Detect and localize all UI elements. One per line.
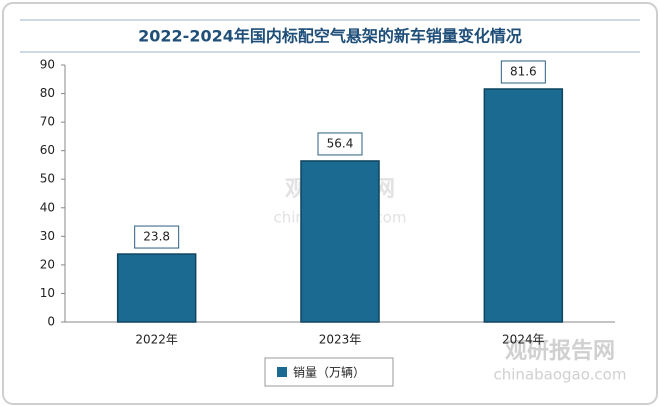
- value-label-box: [500, 60, 546, 84]
- y-tick-label: 50: [40, 172, 55, 186]
- legend-box: [264, 357, 394, 387]
- bar: [116, 253, 197, 323]
- value-label-box: [134, 225, 180, 249]
- bar: [300, 160, 380, 323]
- value-label: 81.6: [510, 64, 537, 78]
- bar: [483, 88, 564, 323]
- legend-label: 销量（万辆）: [293, 366, 365, 380]
- y-tick-label: 60: [40, 143, 55, 157]
- value-label: 23.8: [143, 230, 170, 244]
- x-tick-label: 2023年: [319, 333, 362, 347]
- y-tick-label: 20: [40, 257, 55, 271]
- chart-title: 2022-2024年国内标配空气悬架的新车销量变化情况: [138, 27, 522, 46]
- x-tick-label: 2022年: [135, 333, 178, 347]
- y-tick-label: 10: [40, 286, 55, 300]
- watermark: 观研报告网: [505, 339, 615, 364]
- y-tick-label: 30: [40, 229, 55, 243]
- y-tick-label: 90: [40, 58, 55, 72]
- watermark-url: chinabaogao.com: [494, 366, 627, 384]
- value-label: 56.4: [327, 136, 354, 150]
- y-tick-label: 70: [40, 115, 55, 129]
- value-label-box: [317, 132, 363, 156]
- legend-swatch: [277, 367, 287, 377]
- y-tick-label: 80: [40, 86, 55, 100]
- x-tick-label: 2024年: [502, 333, 545, 347]
- y-tick-label: 40: [40, 200, 55, 214]
- y-tick-label: 0: [47, 315, 55, 329]
